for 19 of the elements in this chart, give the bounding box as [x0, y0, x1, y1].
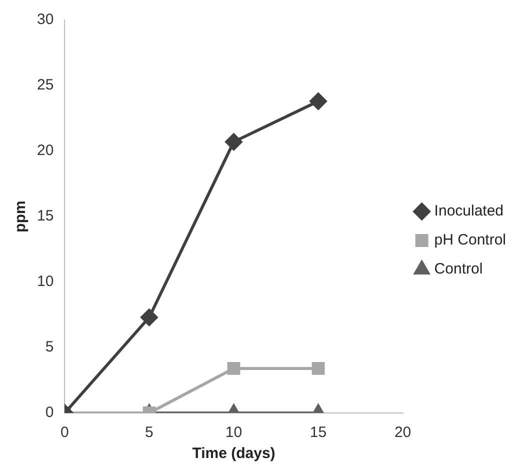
x-tick-label: 15 [310, 424, 327, 442]
y-tick-label: 25 [36, 76, 54, 94]
x-tick-label: 10 [225, 424, 242, 442]
point [225, 133, 242, 150]
x-tick-label: 0 [60, 424, 69, 442]
legend-label: pH Control [434, 232, 506, 249]
y-tick-label: 10 [36, 273, 54, 290]
legend-label: Inoculated [434, 202, 504, 220]
legend-label: Control [434, 260, 483, 278]
x-tick-label: 20 [394, 424, 412, 442]
y-tick-label: 0 [45, 404, 54, 422]
point [310, 92, 327, 110]
y-tick-label: 5 [45, 338, 54, 356]
y-tick-label: 30 [36, 11, 54, 28]
y-tick-label: 20 [36, 142, 54, 160]
x-tick-label: 5 [145, 424, 154, 442]
x-axis-title: Time (days) [192, 445, 276, 462]
y-tick-label: 15 [36, 208, 54, 225]
y-axis-title: ppm [12, 200, 30, 232]
